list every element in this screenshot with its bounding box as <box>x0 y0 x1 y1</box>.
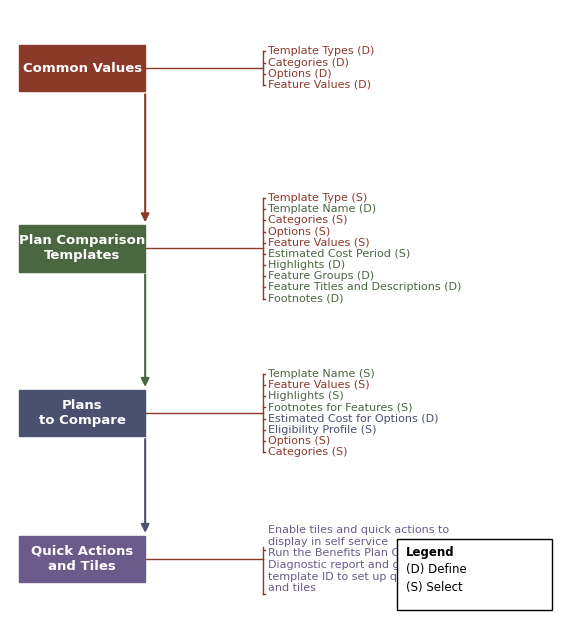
Text: Options (D): Options (D) <box>268 69 332 79</box>
Text: (S) Select: (S) Select <box>406 581 463 593</box>
Text: Run the Benefits Plan Compare
Diagnostic report and get the
template ID to set u: Run the Benefits Plan Compare Diagnostic… <box>268 548 464 593</box>
Text: Template Type (S): Template Type (S) <box>268 193 367 203</box>
Text: Template Types (D): Template Types (D) <box>268 46 374 56</box>
Text: Highlights (S): Highlights (S) <box>268 391 344 401</box>
Text: Options (S): Options (S) <box>268 436 331 446</box>
Text: Plans
to Compare: Plans to Compare <box>39 399 126 427</box>
FancyBboxPatch shape <box>19 45 145 92</box>
Text: Eligibility Profile (S): Eligibility Profile (S) <box>268 425 377 435</box>
Text: Categories (D): Categories (D) <box>268 57 349 67</box>
Text: Options (S): Options (S) <box>268 227 331 236</box>
Text: Estimated Cost Period (S): Estimated Cost Period (S) <box>268 249 411 259</box>
FancyBboxPatch shape <box>19 535 145 582</box>
Text: Feature Values (D): Feature Values (D) <box>268 80 372 90</box>
Text: Feature Values (S): Feature Values (S) <box>268 238 370 248</box>
Text: Legend: Legend <box>406 546 454 559</box>
Text: Template Name (S): Template Name (S) <box>268 369 375 379</box>
Text: Plan Comparison
Templates: Plan Comparison Templates <box>19 235 145 262</box>
Text: Feature Values (S): Feature Values (S) <box>268 380 370 390</box>
Text: Footnotes (D): Footnotes (D) <box>268 294 344 304</box>
Text: Feature Titles and Descriptions (D): Feature Titles and Descriptions (D) <box>268 283 461 293</box>
Text: Highlights (D): Highlights (D) <box>268 260 346 270</box>
Text: Template Name (D): Template Name (D) <box>268 204 376 214</box>
Text: (D) Define: (D) Define <box>406 563 467 577</box>
Text: Categories (S): Categories (S) <box>268 447 348 457</box>
Text: Estimated Cost for Options (D): Estimated Cost for Options (D) <box>268 414 439 424</box>
FancyBboxPatch shape <box>19 225 145 271</box>
Text: Footnotes for Features (S): Footnotes for Features (S) <box>268 402 413 412</box>
FancyBboxPatch shape <box>19 389 145 436</box>
Text: Quick Actions
and Tiles: Quick Actions and Tiles <box>31 545 133 573</box>
Text: Feature Groups (D): Feature Groups (D) <box>268 271 374 281</box>
Text: Enable tiles and quick actions to
display in self service: Enable tiles and quick actions to displa… <box>268 525 449 547</box>
Text: Categories (S): Categories (S) <box>268 215 348 225</box>
FancyBboxPatch shape <box>397 539 552 610</box>
Text: Common Values: Common Values <box>22 62 142 75</box>
